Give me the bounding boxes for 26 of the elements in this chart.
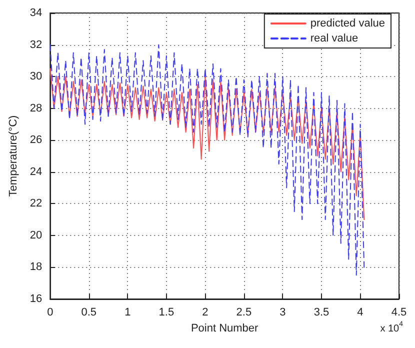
y-tick-label: 26	[30, 134, 42, 146]
x-tick-label: 1	[124, 306, 131, 318]
x-tick-label: 2.5	[236, 306, 252, 318]
x-tick-label: 3.5	[314, 306, 330, 318]
y-tick-label: 30	[30, 70, 42, 83]
line-series	[50, 44, 365, 276]
x-tick-label: 4	[357, 306, 364, 318]
x-tick-label: 0	[47, 306, 54, 318]
y-tick-label: 28	[30, 102, 42, 114]
line-series	[50, 68, 365, 220]
y-tick-label: 16	[30, 293, 42, 305]
x-tick-label: 1.5	[158, 306, 174, 318]
y-tick-label: 32	[30, 38, 42, 51]
y-tick-label: 20	[30, 229, 42, 242]
x-tick-label: 4.5	[391, 306, 407, 318]
x-tick-label: 2	[202, 306, 208, 318]
y-tick-label: 22	[30, 198, 42, 210]
y-tick-label: 24	[30, 166, 42, 178]
legend-label: real value	[310, 32, 358, 44]
y-axis-title: Temperature(°C)	[8, 115, 20, 197]
y-tick-label: 18	[30, 261, 42, 274]
x-tick-label: 0.5	[81, 306, 97, 318]
legend-label: predicted value	[310, 18, 386, 30]
x-axis-title: Point Number	[190, 322, 259, 334]
x-tick-label: 3	[280, 306, 286, 318]
y-tick-label: 34	[30, 7, 42, 19]
